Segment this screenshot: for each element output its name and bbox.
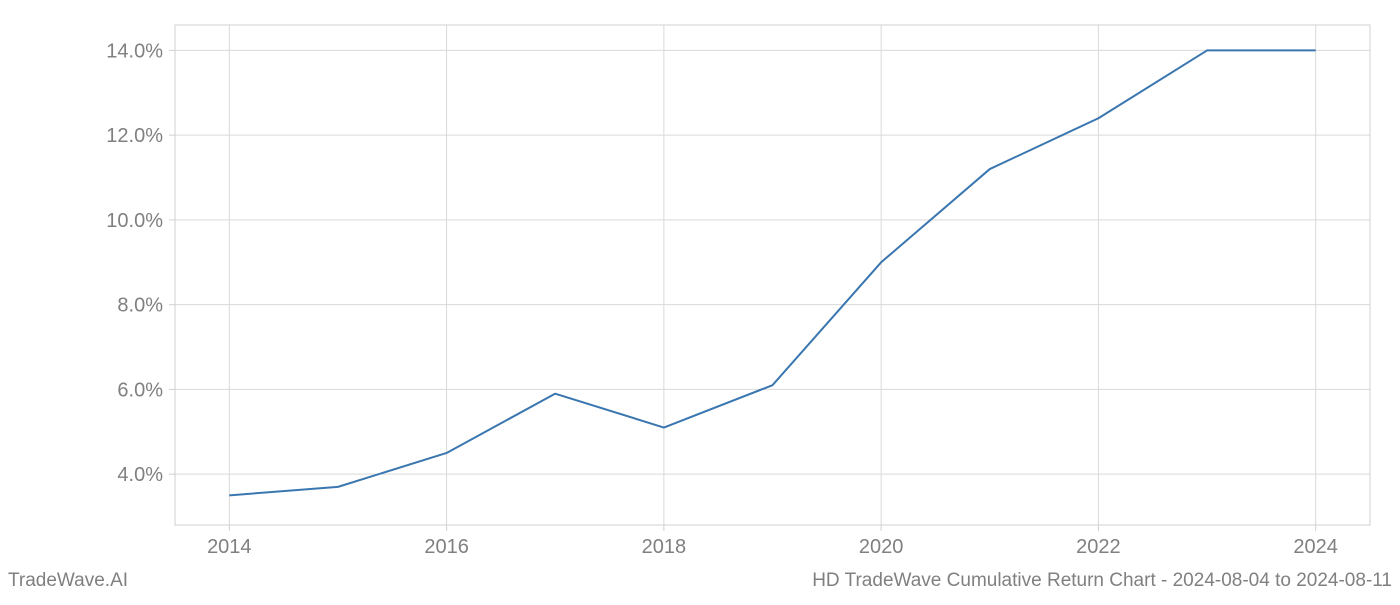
- chart-container: 2014 2016 2018 2020 2022 2024 4.0% 6.0% 8.0% 10.0…: [0, 0, 1400, 600]
- x-tick-label: 2024: [1293, 536, 1338, 558]
- x-tick-label: 2016: [424, 536, 469, 558]
- footer-left-text: TradeWave.AI: [8, 570, 128, 592]
- y-tick-label: 12.0%: [106, 125, 163, 147]
- y-tick-label: 10.0%: [106, 210, 163, 232]
- y-tick-label: 4.0%: [117, 464, 163, 486]
- line-chart: 2014 2016 2018 2020 2022 2024 4.0% 6.0% 8.0% 10.0…: [0, 0, 1400, 600]
- x-tick-label: 2022: [1076, 536, 1121, 558]
- footer-right-text: HD TradeWave Cumulative Return Chart - 2…: [812, 570, 1392, 592]
- y-tick-label: 14.0%: [106, 40, 163, 62]
- x-tick-label: 2020: [859, 536, 904, 558]
- x-tick-label: 2014: [207, 536, 252, 558]
- x-tick-label: 2018: [642, 536, 687, 558]
- y-tick-label: 6.0%: [117, 379, 163, 401]
- y-tick-label: 8.0%: [117, 295, 163, 317]
